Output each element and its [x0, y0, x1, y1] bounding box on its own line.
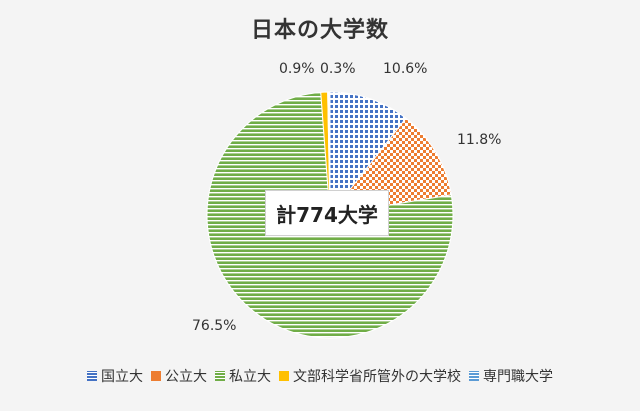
legend-item-3: 私立大: [215, 366, 271, 386]
legend-label: 専門職大学: [483, 369, 553, 385]
legend-item-5: 専門職大学: [469, 366, 553, 386]
data-label-1: 10.6%: [383, 61, 428, 77]
legend-item-4: 文部科学省所管外の大学校: [279, 366, 461, 386]
legend-label: 私立大: [229, 369, 271, 385]
pie-slice-1: [329, 91, 407, 217]
legend-swatch-icon: [469, 371, 479, 381]
chart-title: 日本の大学数: [250, 18, 389, 43]
legend-swatch-icon: [87, 371, 97, 381]
legend-swatch-icon: [279, 371, 289, 381]
data-label-5: 0.3%: [320, 61, 356, 77]
pie-slice-5: [327, 91, 331, 216]
legend-label: 公立大: [165, 369, 207, 385]
center-label: 計774大学: [265, 190, 389, 236]
data-label-4: 0.9%: [279, 61, 315, 77]
legend: 国立大 公立大 私立大 文部科学省所管外の大学校 専門職大学: [0, 366, 640, 386]
data-label-3: 76.5%: [192, 318, 237, 334]
legend-swatch-icon: [215, 371, 225, 381]
data-label-2: 11.8%: [457, 132, 502, 148]
legend-item-2: 公立大: [151, 366, 207, 386]
legend-swatch-icon: [151, 371, 161, 381]
legend-item-1: 国立大: [87, 366, 143, 386]
legend-label: 文部科学省所管外の大学校: [293, 369, 461, 385]
legend-label: 国立大: [101, 369, 143, 385]
